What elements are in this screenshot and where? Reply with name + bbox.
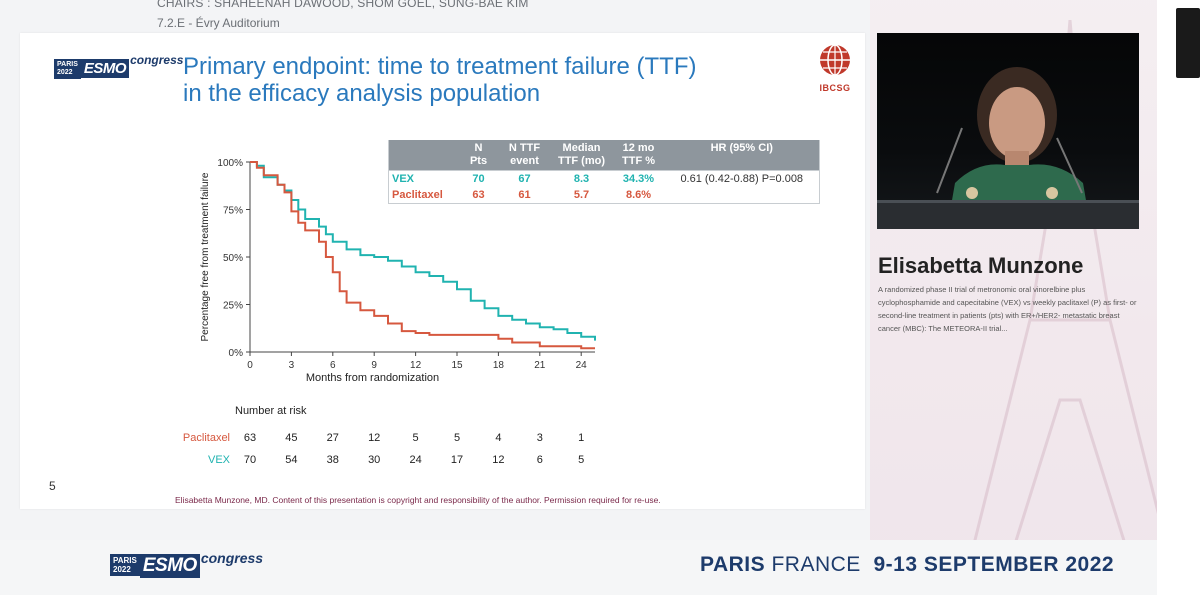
copyright-notice: Elisabetta Munzone, MD. Content of this … (175, 495, 661, 505)
x-tick-label: 18 (493, 360, 505, 371)
right-edge-strip (1157, 0, 1200, 595)
footer-logo-esmo: ESMO (139, 554, 200, 578)
arm-label: VEX (388, 170, 459, 187)
table-header-row: N Pts N TTF event Median TTF (mo) 12 mo … (388, 140, 820, 171)
x-tick-label: 21 (534, 360, 546, 371)
col-header-n-ttf-event: N TTF event (498, 140, 551, 171)
col-header-median-ttf: Median TTF (mo) (550, 140, 613, 171)
slide-page-number: 5 (49, 479, 56, 493)
cell-events: 67 (498, 170, 551, 187)
y-axis-label: Percentage free from treatment failure (200, 172, 211, 341)
x-tick-label: 15 (451, 360, 463, 371)
number-at-risk-vex-value: 5 (578, 454, 585, 466)
number-at-risk-paclitaxel-value: 63 (243, 432, 257, 444)
number-at-risk-vex-value: 70 (243, 454, 257, 466)
logo-congress: congress (130, 53, 184, 67)
footer-city: PARIS (700, 553, 766, 576)
slide-title: Primary endpoint: time to treatment fail… (183, 53, 697, 107)
logo-esmo: ESMO (80, 59, 130, 78)
cell-n: 70 (458, 170, 499, 187)
number-at-risk-paclitaxel-value: 27 (326, 432, 339, 444)
number-at-risk-title: Number at risk (235, 405, 307, 417)
cell-events: 61 (498, 187, 551, 204)
session-chairs: CHAIRS : SHAHEENAH DAWOOD, SHOM GOEL, SU… (157, 0, 529, 10)
x-axis-label: Months from randomization (306, 372, 439, 384)
y-tick-label: 25% (223, 301, 243, 312)
cell-hr (664, 187, 820, 204)
ttf-summary-table: N Pts N TTF event Median TTF (mo) 12 mo … (388, 140, 820, 204)
globe-icon (820, 44, 850, 76)
y-tick-label: 75% (223, 206, 243, 217)
footer-logo-congress: congress (200, 550, 264, 566)
x-tick-label: 0 (247, 360, 253, 371)
y-tick-label: 100% (217, 158, 243, 169)
footer-esmo-logo: PARIS 2022 ESMO congress (110, 550, 263, 578)
speaker-name: Elisabetta Munzone (878, 253, 1084, 278)
cell-hr: 0.61 (0.42-0.88) P=0.008 (664, 170, 820, 187)
number-at-risk-vex-value: 6 (536, 454, 543, 466)
speaker-abstract: A randomized phase II trial of metronomi… (878, 285, 1137, 333)
y-tick-label: 0% (229, 348, 244, 359)
number-at-risk-paclitaxel-value: 45 (285, 432, 298, 444)
podium-edge (877, 200, 1139, 203)
col-header-hr: HR (95% CI) (664, 140, 820, 171)
x-tick-label: 24 (576, 360, 588, 371)
number-at-risk-vex-value: 12 (492, 454, 505, 466)
number-at-risk-vex-label: VEX (207, 454, 230, 466)
arm-label: Paclitaxel (388, 187, 459, 204)
km-curve-vex (250, 161, 596, 341)
number-at-risk-vex-value: 30 (368, 454, 381, 466)
number-at-risk-paclitaxel-value: 1 (578, 432, 585, 444)
footer-dates: 9-13 SEPTEMBER 2022 (873, 553, 1115, 576)
podium (877, 203, 1139, 229)
logo-paris-year: PARIS 2022 (54, 59, 81, 79)
table-row: VEX 70 67 8.3 34.3% 0.61 (0.42-0.88) P=0… (388, 170, 820, 187)
cell-12mo: 8.6% (612, 187, 665, 204)
number-at-risk-vex-value: 17 (450, 454, 464, 466)
esmo-congress-logo: PARIS 2022 ESMO congress (54, 53, 183, 79)
ibcsg-logo: IBCSG (815, 43, 855, 93)
number-at-risk-paclitaxel-value: 12 (368, 432, 381, 444)
speaker-video-feed (877, 33, 1139, 229)
footer-country: FRANCE (771, 553, 861, 576)
x-tick-label: 6 (330, 360, 336, 371)
y-tick-label: 50% (223, 253, 243, 264)
x-tick-label: 12 (410, 360, 422, 371)
session-room: 7.2.E - Évry Auditorium (157, 16, 280, 30)
footer-location-dates: PARIS FRANCE 9-13 SEPTEMBER 2022 (700, 553, 1114, 577)
presentation-slide: PARIS 2022 ESMO congress Primary endpoint… (20, 33, 865, 509)
col-header-12mo-ttf: 12 mo TTF % (612, 140, 665, 171)
number-at-risk-paclitaxel-label: Paclitaxel (182, 432, 230, 444)
side-panel-tab[interactable] (1176, 8, 1200, 78)
number-at-risk-paclitaxel-value: 3 (536, 432, 543, 444)
cell-12mo: 34.3% (612, 170, 665, 187)
kaplan-meier-chart: 0% 25% 50% 75% 100% 0 3 6 9 12 15 18 21 24 Months from… (200, 158, 596, 384)
number-at-risk-vex-value: 54 (285, 454, 298, 466)
table-row: Paclitaxel 63 61 5.7 8.6% (388, 187, 820, 204)
number-at-risk-vex-value: 24 (409, 454, 422, 466)
number-at-risk-paclitaxel-value: 4 (495, 432, 502, 444)
x-tick-label: 3 (289, 360, 295, 371)
number-at-risk-vex-value: 38 (326, 454, 339, 466)
x-tick-label: 9 (371, 360, 377, 371)
km-curve-paclitaxel (250, 161, 595, 350)
col-header-n-pts: N Pts (458, 140, 499, 171)
cell-median: 5.7 (550, 187, 613, 204)
number-at-risk-paclitaxel-value: 5 (412, 432, 419, 444)
number-at-risk-paclitaxel-value: 5 (453, 432, 461, 444)
cell-median: 8.3 (550, 170, 613, 187)
cell-n: 63 (458, 187, 499, 204)
footer-logo-paris-year: PARIS 2022 (110, 554, 140, 576)
